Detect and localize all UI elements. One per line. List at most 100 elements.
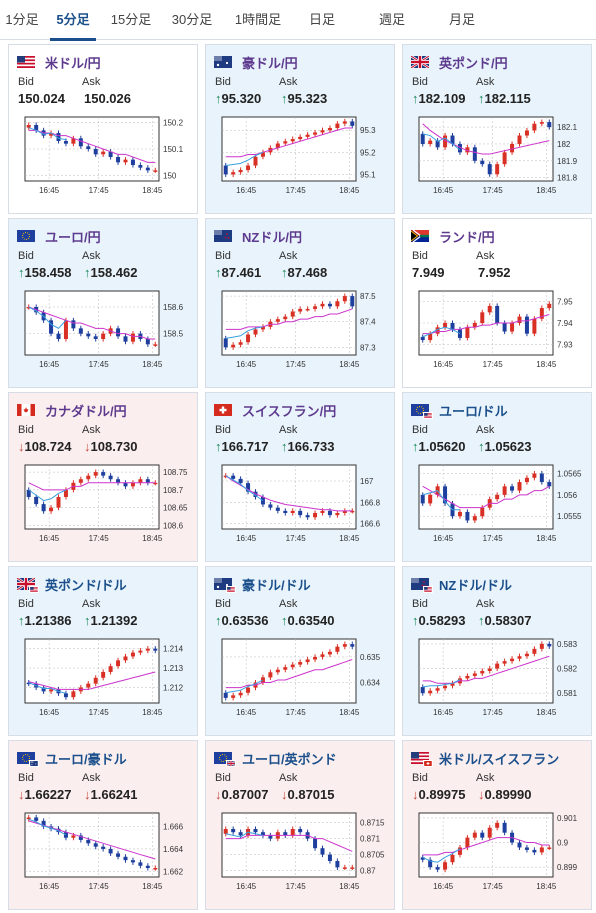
candle-body [480, 507, 485, 517]
mini-chart[interactable]: 1.214 1.213 1.212 16:45 17:45 18:45 [17, 635, 193, 731]
mini-chart[interactable]: 0.583 0.582 0.581 16:45 17:45 18:45 [411, 635, 587, 731]
tab-7[interactable]: 週足 [378, 12, 405, 27]
rate-card[interactable]: スイスフラン/円 Bid Ask ↑166.717 ↑166.733 167 166.8 16… [205, 392, 395, 562]
mini-chart[interactable]: 7.95 7.94 7.93 16:45 17:45 18:45 [411, 287, 587, 383]
mini-chart[interactable]: 0.901 0.9 0.899 16:45 17:45 18:45 [411, 809, 587, 905]
currency-pair-link[interactable]: スイスフラン/円 [242, 403, 337, 419]
candle-body [480, 671, 485, 674]
bid-value: 0.89975 [418, 787, 466, 802]
price-labels: Bid Ask [412, 598, 540, 610]
rate-card[interactable]: 英ポンド/ドル Bid Ask ↑1.21386 ↑1.21392 1.214 1.213 1… [8, 566, 198, 736]
candle-body [510, 658, 515, 662]
candle-body [108, 475, 113, 480]
plot-area [418, 638, 554, 704]
x-tick-label: 18:45 [536, 882, 557, 891]
tab-6[interactable]: 日足 [308, 12, 335, 27]
mini-chart[interactable]: 95.3 95.2 95.1 16:45 17:45 18:45 [214, 113, 390, 209]
tab-4[interactable]: 30分足 [171, 12, 213, 27]
mini-chart[interactable]: 167 166.8 166.6 16:45 17:45 18:45 [214, 461, 390, 557]
candle-body [130, 652, 135, 657]
currency-pair-link[interactable]: 米ドル/円 [45, 55, 101, 71]
candle-body [342, 296, 347, 302]
candle-body [246, 334, 251, 343]
y-tick-label: 7.95 [557, 298, 573, 307]
mini-chart[interactable]: 1.666 1.664 1.662 16:45 17:45 18:45 [17, 809, 193, 905]
mini-chart[interactable]: 108.75 108.7 108.65 108.6 16:45 17:45 18:45 [17, 461, 193, 557]
candlestick-chart: 0.583 0.582 0.581 16:45 17:45 18:45 [418, 638, 578, 717]
rate-card[interactable]: 豪ドル/ドル Bid Ask ↑0.63536 ↑0.63540 0.635 0.634 16… [205, 566, 395, 736]
candle-body [457, 511, 462, 517]
candle-body [510, 486, 515, 491]
rate-card[interactable]: ランド/円 Bid Ask 7.949 7.952 7.95 7.94 7.93 16:45 17… [402, 218, 592, 388]
mini-chart[interactable]: 0.8715 0.871 0.8705 0.87 16:45 17:45 18:45 [214, 809, 390, 905]
x-tick-label: 18:45 [339, 708, 360, 717]
candle-body [298, 308, 303, 312]
currency-pair-link[interactable]: ユーロ/ドル [439, 403, 508, 419]
candle-body [253, 829, 258, 833]
candle-body [480, 160, 485, 165]
ask-arrow-icon: ↓ [84, 787, 91, 802]
x-tick-label: 16:45 [236, 882, 257, 891]
currency-pair-link[interactable]: カナダドル/円 [45, 403, 127, 419]
price-labels: Bid Ask [412, 772, 540, 784]
currency-pair-link[interactable]: 英ポンド/円 [439, 55, 508, 71]
rate-card[interactable]: カナダドル/円 Bid Ask ↓108.724 ↓108.730 108.75 108.7… [8, 392, 198, 562]
rate-card[interactable]: ユーロ/豪ドル Bid Ask ↓1.66227 ↓1.66241 1.666 1.664 1… [8, 740, 198, 910]
eu-gb-flag-icon [214, 752, 236, 767]
mini-chart[interactable]: 1.0565 1.056 1.0555 16:45 17:45 18:45 [411, 461, 587, 557]
candle-body [320, 848, 325, 855]
rate-card[interactable]: ユーロ/ドル Bid Ask ↑1.05620 ↑1.05623 1.0565 1.056 1… [402, 392, 592, 562]
currency-pair-link[interactable]: 豪ドル/ドル [242, 577, 311, 593]
currency-pair-link[interactable]: NZドル/円 [242, 229, 302, 245]
candle-body [238, 692, 243, 696]
rate-card[interactable]: NZドル/ドル Bid Ask ↑0.58293 ↑0.58307 0.583 0.582 0… [402, 566, 592, 736]
currency-pair-link[interactable]: 英ポンド/ドル [45, 577, 127, 593]
currency-pair-link[interactable]: NZドル/ドル [439, 577, 512, 593]
ask-value: 166.733 [287, 439, 335, 454]
currency-pair-link[interactable]: ユーロ/英ポンド [242, 751, 337, 767]
candle-body [246, 483, 251, 492]
tab-3[interactable]: 15分足 [110, 12, 152, 27]
candle-body [443, 685, 448, 689]
candle-body [472, 673, 477, 676]
price-values: ↑0.63536 ↑0.63540 [215, 613, 335, 628]
mini-chart[interactable]: 87.5 87.4 87.3 16:45 17:45 18:45 [214, 287, 390, 383]
card-header: NZドル/ドル [411, 576, 512, 593]
candle-body [260, 326, 265, 330]
mini-chart[interactable]: 182.1 182 181.9 181.8 16:45 17:45 18:45 [411, 113, 587, 209]
currency-pair-link[interactable]: ランド/円 [439, 229, 495, 245]
candle-body [145, 167, 150, 171]
currency-pair-link[interactable]: ユーロ/豪ドル [45, 751, 127, 767]
candle-body [313, 513, 318, 518]
tab-5[interactable]: 1時間足 [234, 12, 282, 27]
mini-chart[interactable]: 0.635 0.634 16:45 17:45 18:45 [214, 635, 390, 731]
tab-2[interactable]: 5分足 [44, 0, 102, 41]
card-header: カナダドル/円 [17, 402, 127, 419]
rate-card[interactable]: 米ドル/円 Bid Ask 150.024 150.026 150.2 150.1 150 16… [8, 44, 198, 214]
y-tick-label: 1.213 [163, 664, 184, 673]
signal-line [225, 326, 264, 339]
mini-chart[interactable]: 150.2 150.1 150 16:45 17:45 18:45 [17, 113, 193, 209]
candle-body [93, 149, 98, 155]
currency-pair-link[interactable]: 米ドル/スイスフラン [439, 751, 560, 767]
bid-label: Bid [412, 250, 428, 262]
mini-chart[interactable]: 158.6 158.5 16:45 17:45 18:45 [17, 287, 193, 383]
tab-8[interactable]: 月足 [448, 12, 475, 27]
x-tick-label: 17:45 [286, 708, 307, 717]
price-values: ↑1.05620 ↑1.05623 [412, 439, 532, 454]
rate-card[interactable]: 米ドル/スイスフラン Bid Ask ↓0.89975 ↓0.89990 0.901 0.9… [402, 740, 592, 910]
currency-pair-link[interactable]: ユーロ/円 [45, 229, 101, 245]
tab-1[interactable]: 1分足 [5, 12, 39, 27]
candle-body [495, 305, 500, 323]
currency-pair-link[interactable]: 豪ドル/円 [242, 55, 298, 71]
y-tick-label: 108.75 [163, 468, 188, 477]
rate-card[interactable]: 豪ドル/円 Bid Ask ↑95.320 ↑95.323 95.3 95.2 95.1 16:… [205, 44, 395, 214]
price-labels: Bid Ask [18, 76, 146, 88]
rate-card[interactable]: 英ポンド/円 Bid Ask ↑182.109 ↑182.115 182.1 182 181.… [402, 44, 592, 214]
candle-body [63, 489, 68, 497]
rate-card[interactable]: ユーロ/円 Bid Ask ↑158.458 ↑158.462 158.6 158.5 16:… [8, 218, 198, 388]
ask-arrow-icon: ↑ [281, 265, 288, 280]
rate-card[interactable]: ユーロ/英ポンド Bid Ask ↓0.87007 ↓0.87015 0.8715 0.87… [205, 740, 395, 910]
rate-card[interactable]: NZドル/円 Bid Ask ↑87.461 ↑87.468 87.5 87.4 87.3 16… [205, 218, 395, 388]
candle-body [138, 479, 143, 483]
